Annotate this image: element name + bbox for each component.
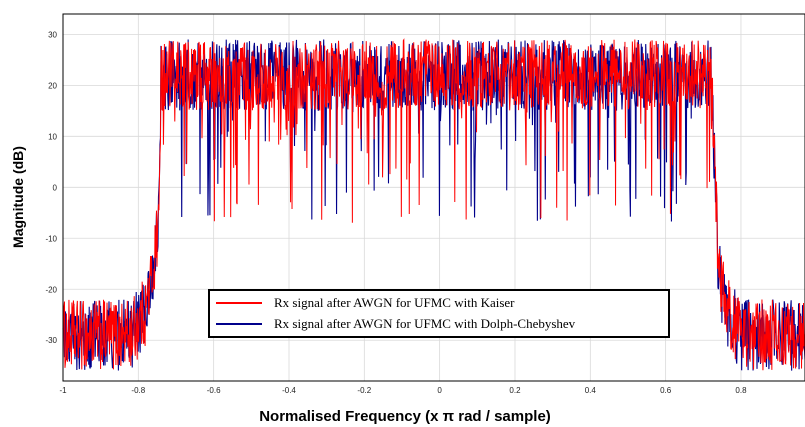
y-axis-label: Magnitude (dB) (10, 146, 26, 248)
x-tick-label: -0.4 (282, 386, 296, 395)
series-line-kaiser (62, 38, 805, 371)
legend-box (208, 289, 670, 338)
x-tick-label: 0 (437, 386, 442, 395)
x-tick-label: 0.6 (660, 386, 672, 395)
legend: Rx signal after AWGN for UFMC with Kaise… (208, 289, 670, 338)
y-tick-label: -20 (45, 285, 57, 294)
x-tick-label: -0.8 (131, 386, 145, 395)
x-tick-label: 0.2 (509, 386, 521, 395)
legend-label-dolph-chebyshev: Rx signal after AWGN for UFMC with Dolph… (274, 316, 576, 331)
x-tick-label: -0.6 (207, 386, 221, 395)
y-tick-label: -10 (45, 234, 57, 243)
y-tick-label: -30 (45, 336, 57, 345)
legend-label-kaiser: Rx signal after AWGN for UFMC with Kaise… (274, 295, 515, 310)
x-tick-label: -1 (59, 386, 67, 395)
y-tick-label: 30 (48, 30, 57, 39)
y-tick-label: 20 (48, 81, 57, 90)
y-tick-label: 0 (53, 183, 58, 192)
y-tick-label: 10 (48, 132, 57, 141)
x-tick-label: -0.2 (357, 386, 371, 395)
tick-labels: -1 -0.8 -0.6 -0.4 -0.2 0 0.2 0.4 0.6 0.8 -30 -20 -10… (45, 30, 747, 395)
plot-border (62, 13, 805, 382)
x-tick-label: 0.8 (735, 386, 747, 395)
x-tick-label: 0.4 (585, 386, 597, 395)
plot-frame (62, 13, 805, 382)
x-axis-label: Normalised Frequency (x π rad / sample) (259, 408, 551, 425)
series-layer (62, 38, 805, 371)
